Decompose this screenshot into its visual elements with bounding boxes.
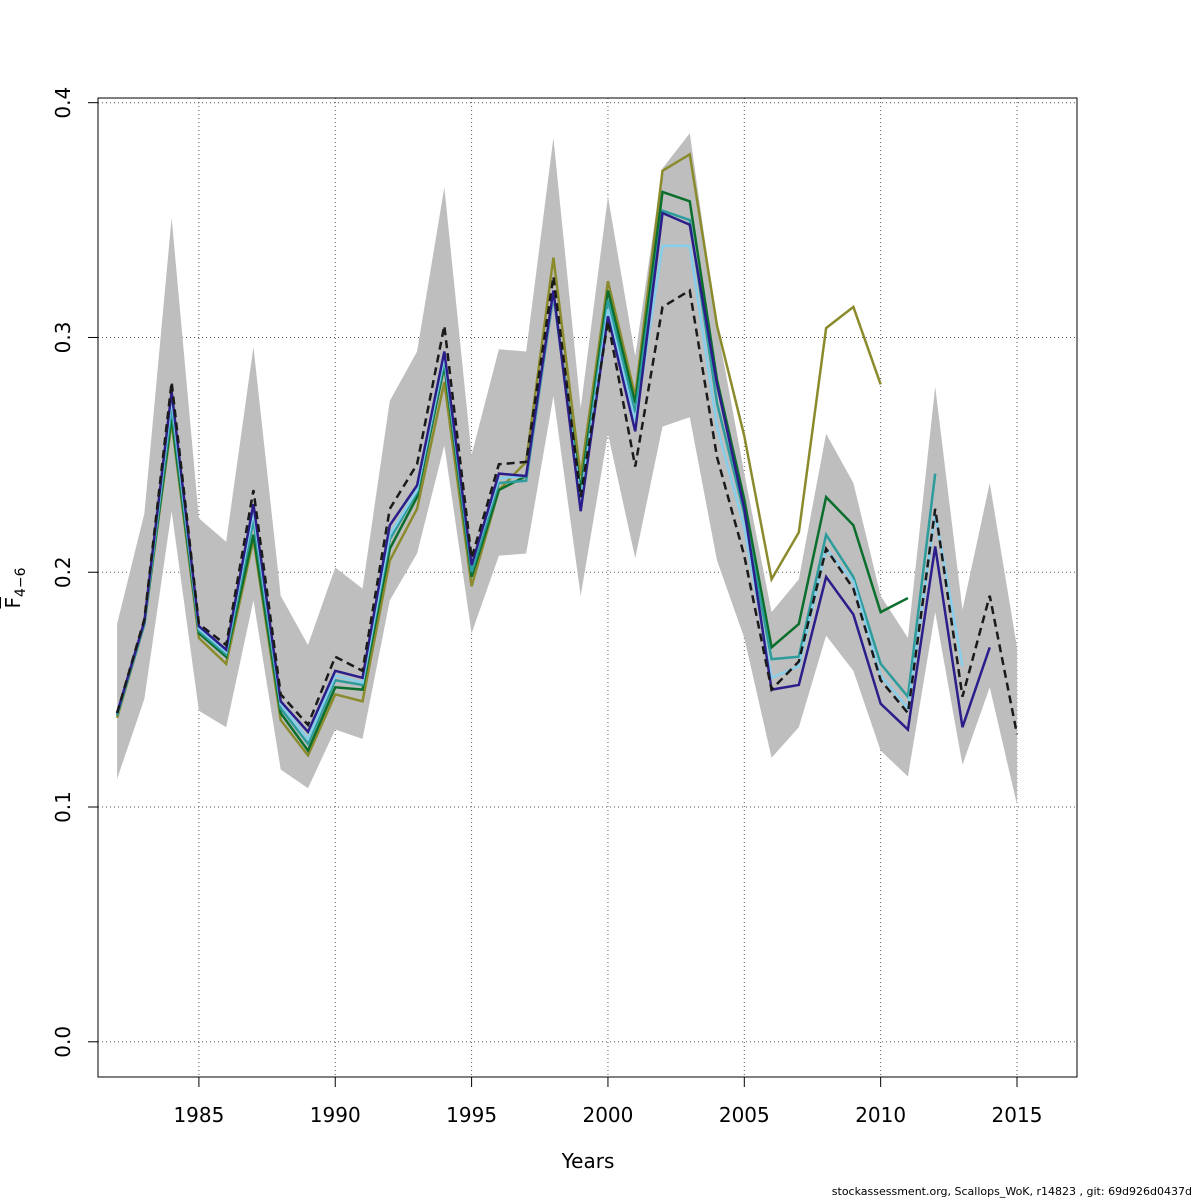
x-tick-label-1985: 1985 [173, 1103, 224, 1127]
x-axis-title: Years [561, 1149, 615, 1173]
series-line-3 [115, 209, 937, 747]
x-tick-label-2005: 2005 [719, 1103, 770, 1127]
y-axis: 0.0 0.1 0.2 0.3 0.4 [51, 87, 99, 1058]
y-tick-label-0.0: 0.0 [51, 1026, 75, 1058]
y-tick-label-0.1: 0.1 [51, 791, 75, 823]
footer-credit: stockassessment.org, Scallops_WoK, r1482… [831, 1185, 1192, 1198]
y-tick-label-0.2: 0.2 [51, 556, 75, 588]
confidence-band-polygon [117, 133, 1018, 805]
x-axis: 1985 1990 1995 2000 2005 2010 2015 [173, 1076, 1043, 1127]
series-lines [115, 152, 1019, 758]
y-tick-label-0.3: 0.3 [51, 322, 75, 354]
series-line-5 [115, 211, 991, 735]
svg-text:F4−6: F4−6 [1, 567, 29, 608]
y-axis-title-main: F [1, 597, 25, 609]
confidence-band [117, 133, 1018, 805]
x-tick-label-2015: 2015 [992, 1103, 1043, 1127]
x-tick-label-1995: 1995 [446, 1103, 497, 1127]
y-axis-title-subscript: 4−6 [13, 567, 29, 597]
y-tick-label-0.4: 0.4 [51, 87, 75, 119]
x-tick-label-2010: 2010 [855, 1103, 906, 1127]
y-axis-title: F4−6 [1, 567, 29, 608]
x-tick-label-2000: 2000 [582, 1103, 633, 1127]
series-line-6 [115, 276, 1019, 735]
x-tick-label-1990: 1990 [310, 1103, 361, 1127]
